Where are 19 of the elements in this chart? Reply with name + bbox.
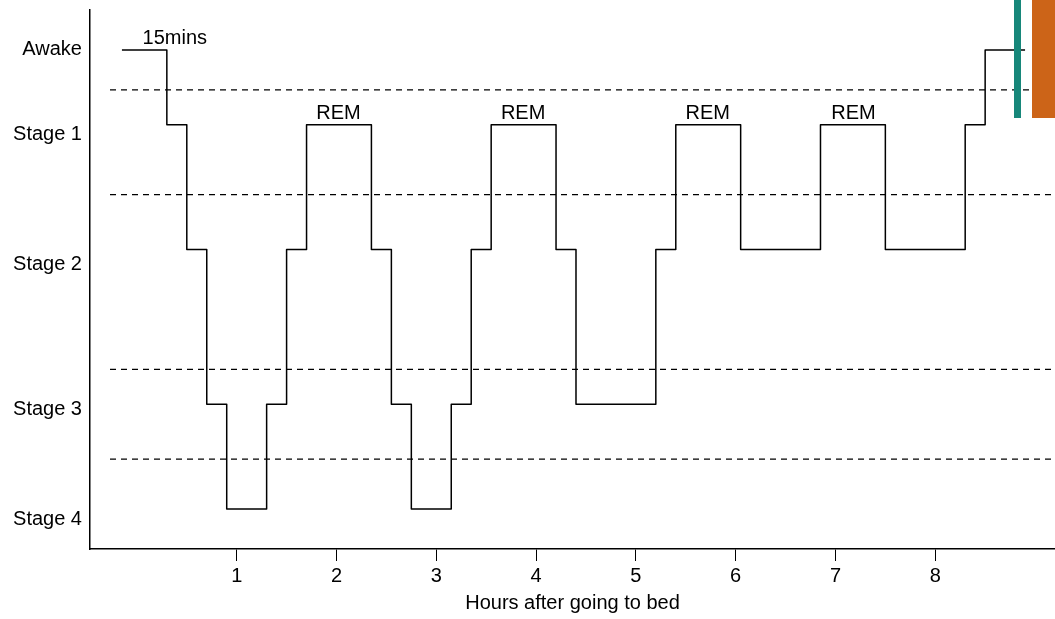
x-tick-label: 3: [430, 563, 442, 586]
x-axis-title: Hours after going to bed: [465, 590, 680, 613]
x-tick-label: 5: [630, 563, 642, 586]
x-tick-label: 8: [929, 563, 941, 586]
x-tick-label: 4: [530, 563, 542, 586]
annotation: REM: [316, 101, 361, 124]
text: Stage 2: [13, 252, 82, 275]
annotation: REM: [685, 101, 730, 124]
text: Awake: [22, 37, 82, 60]
x-tick-label: 7: [829, 563, 842, 586]
annotation: REM: [831, 101, 876, 124]
x-tick-label: 1: [231, 563, 243, 586]
text: Stage 4: [13, 506, 82, 529]
text: 15mins: [142, 26, 208, 49]
text: Stage 3: [13, 396, 82, 419]
x-tick-label: 2: [330, 563, 343, 586]
x-tick-label: 6: [730, 563, 742, 586]
text: Stage 1: [13, 122, 82, 145]
annotation: REM: [500, 101, 546, 124]
